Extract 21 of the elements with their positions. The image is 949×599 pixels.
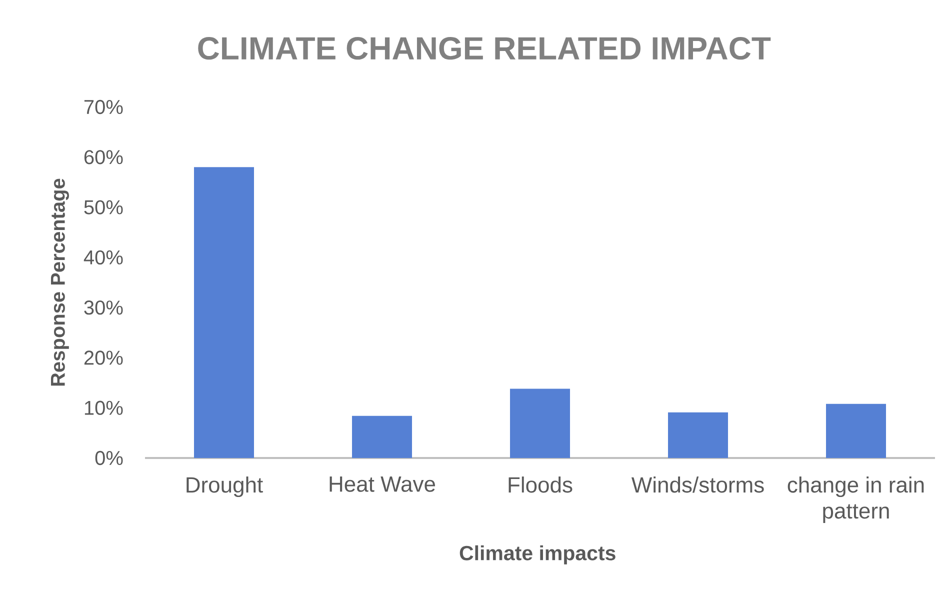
y-tick-label: 10%	[84, 400, 123, 415]
bar	[668, 412, 728, 458]
y-tick-label: 70%	[84, 100, 123, 114]
y-tick-label: 60%	[84, 150, 123, 164]
chart-title: CLIMATE CHANGE RELATED IMPACT	[198, 37, 771, 60]
bar	[194, 167, 254, 458]
x-tick-label: Winds/storms	[631, 476, 764, 493]
y-tick-label: 50%	[84, 200, 123, 214]
x-axis-title: Climate impacts	[460, 545, 616, 564]
x-tick-label: change in rain pattern	[788, 476, 924, 524]
x-tick-label: Drought	[186, 476, 263, 498]
x-tick-label: Heat Wave	[330, 476, 436, 492]
y-tick-label: 0%	[95, 450, 123, 466]
y-tick-label: 40%	[84, 250, 123, 264]
bar	[510, 388, 570, 458]
y-tick-label: 30%	[84, 300, 123, 315]
y-tick-label: 20%	[84, 350, 123, 365]
x-tick-label: Floods	[508, 476, 572, 493]
bar	[352, 416, 412, 458]
y-axis-title: Response Percentage	[51, 178, 69, 386]
bar	[826, 404, 886, 458]
